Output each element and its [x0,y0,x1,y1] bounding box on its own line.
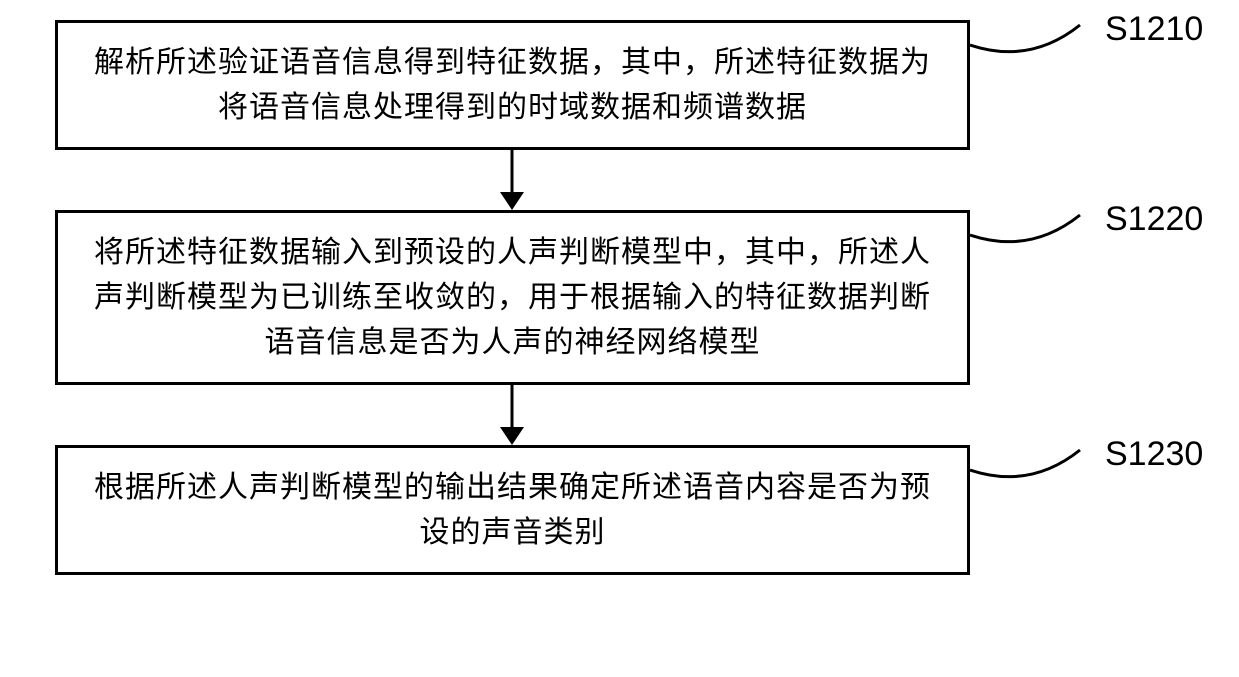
flowchart-step-3: 根据所述人声判断模型的输出结果确定所述语音内容是否为预设的声音类别 [55,445,970,575]
flowchart-container: 解析所述验证语音信息得到特征数据，其中，所述特征数据为将语音信息处理得到的时域数… [0,0,1239,677]
step-3-label: S1230 [1105,435,1203,474]
step-2-label: S1220 [1105,200,1203,239]
flowchart-step-1: 解析所述验证语音信息得到特征数据，其中，所述特征数据为将语音信息处理得到的时域数… [55,20,970,150]
flowchart-step-2: 将所述特征数据输入到预设的人声判断模型中，其中，所述人声判断模型为已训练至收敛的… [55,210,970,385]
arrow-2 [487,385,537,445]
step-2-text: 将所述特征数据输入到预设的人声判断模型中，其中，所述人声判断模型为已训练至收敛的… [90,230,935,365]
connector-3 [970,435,1110,495]
step-1-label: S1210 [1105,10,1203,49]
step-1-text: 解析所述验证语音信息得到特征数据，其中，所述特征数据为将语音信息处理得到的时域数… [90,40,935,130]
arrow-1 [487,150,537,210]
connector-1 [970,10,1110,70]
connector-2 [970,200,1110,260]
step-3-text: 根据所述人声判断模型的输出结果确定所述语音内容是否为预设的声音类别 [90,465,935,555]
